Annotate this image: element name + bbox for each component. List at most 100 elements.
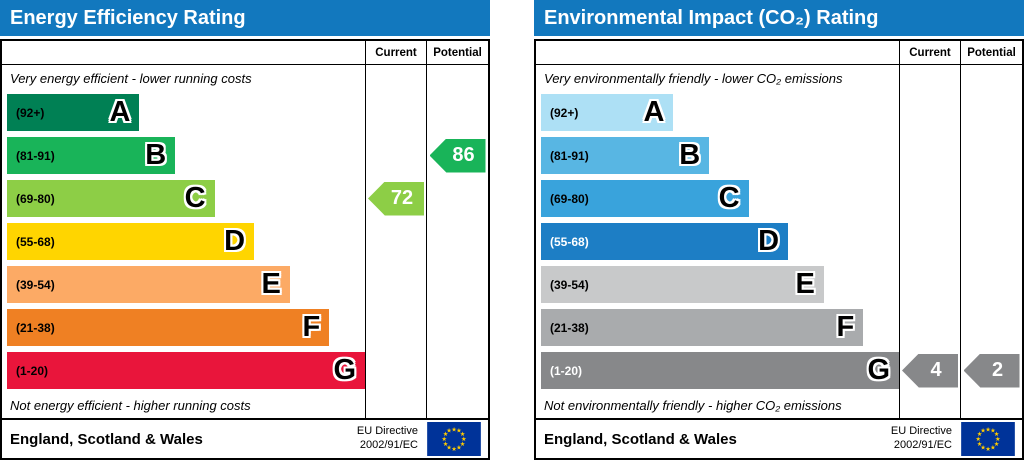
eu-directive-line1: EU Directive — [356, 425, 418, 438]
band-bar-b: (81-91) B — [7, 137, 176, 174]
band-row-a: (92+) A — [2, 91, 365, 134]
potential-column-cell — [426, 65, 488, 91]
svg-text:★: ★ — [985, 426, 991, 433]
band-row-e: (39-54) E — [2, 263, 365, 306]
potential-column-cell — [426, 306, 488, 349]
chart-title: Environmental Impact (CO₂) Rating — [534, 0, 1024, 36]
potential-column-cell — [960, 306, 1022, 349]
band-range-label: (55-68) — [550, 234, 589, 249]
current-column-cell: 4 — [899, 349, 960, 392]
potential-column-cell — [426, 91, 488, 134]
current-column-cell — [365, 392, 426, 418]
band-row-g: (1-20) G — [536, 349, 899, 392]
band-letter: A — [643, 96, 665, 128]
svg-text:★: ★ — [977, 431, 983, 438]
band-row-d: (55-68) D — [536, 220, 899, 263]
svg-text:★: ★ — [443, 431, 449, 438]
band-letter: G — [333, 354, 356, 386]
band-bar-f: (21-38) F — [7, 309, 330, 346]
eu-directive-line2: 2002/91/EC — [359, 439, 418, 451]
top-note: Very energy efficient - lower running co… — [10, 70, 252, 86]
svg-text:★: ★ — [980, 445, 986, 452]
band-bar-a: (92+) A — [7, 94, 140, 131]
svg-text:★: ★ — [980, 428, 986, 435]
svg-text:★: ★ — [994, 431, 1000, 438]
current-column-cell — [365, 91, 426, 134]
potential-column-cell — [426, 220, 488, 263]
potential-column-cell — [426, 349, 488, 392]
current-column-cell — [365, 349, 426, 392]
footer-region: England, Scotland & Wales — [544, 430, 737, 448]
band-bar-a: (92+) A — [541, 94, 674, 131]
band-range-label: (69-80) — [550, 191, 589, 206]
energy-efficiency-rating-chart: Energy Efficiency Rating Current Potenti… — [0, 0, 490, 460]
svg-text:★: ★ — [975, 436, 981, 443]
band-range-label: (1-20) — [16, 363, 49, 378]
current-column-cell — [899, 220, 960, 263]
chart-footer: England, Scotland & Wales EU Directive 2… — [536, 418, 1022, 458]
potential-rating-arrow: 2 — [963, 353, 1020, 388]
potential-column-cell — [960, 220, 1022, 263]
svg-text:★: ★ — [461, 436, 467, 443]
potential-column-cell — [960, 392, 1022, 418]
eu-directive-text: EU Directive 2002/91/EC — [357, 425, 418, 453]
band-bar-g: (1-20) G — [541, 352, 899, 389]
current-column-cell — [899, 134, 960, 177]
svg-text:★: ★ — [990, 445, 996, 452]
eu-directive-line2: 2002/91/EC — [893, 439, 952, 451]
svg-text:★: ★ — [995, 436, 1001, 443]
potential-column-cell — [960, 65, 1022, 91]
eu-flag-icon: ★ ★ ★★ ★★ ★★ ★★ ★★ — [961, 422, 1015, 456]
svg-text:★: ★ — [446, 445, 452, 452]
current-column-cell — [365, 306, 426, 349]
chart-title: Energy Efficiency Rating — [0, 0, 490, 36]
band-range-label: (81-91) — [16, 148, 55, 163]
svg-text:★: ★ — [451, 426, 457, 433]
band-row-b: (81-91) B — [2, 134, 365, 177]
current-rating-arrow: 4 — [902, 353, 958, 388]
band-letter: D — [758, 225, 780, 257]
svg-text:★: ★ — [456, 428, 462, 435]
band-letter: F — [302, 311, 321, 343]
potential-rating-arrow: 86 — [429, 138, 486, 173]
svg-text:★: ★ — [451, 446, 457, 453]
eu-flag-icon: ★ ★ ★★ ★★ ★★ ★★ ★★ — [427, 422, 481, 456]
current-rating-arrow: 72 — [368, 181, 424, 216]
potential-column-header: Potential — [426, 41, 488, 65]
band-letter: G — [867, 354, 890, 386]
band-letter: D — [224, 225, 246, 257]
current-column-cell — [899, 392, 960, 418]
column-header-spacer — [2, 41, 365, 65]
eu-directive-text: EU Directive 2002/91/EC — [891, 425, 952, 453]
environmental-impact-rating-chart: Environmental Impact (CO₂) Rating Curren… — [534, 0, 1024, 460]
svg-text:★: ★ — [460, 441, 466, 448]
current-column-cell — [365, 65, 426, 91]
band-bar-b: (81-91) B — [541, 137, 710, 174]
current-column-cell — [899, 263, 960, 306]
band-bar-d: (55-68) D — [7, 223, 255, 260]
band-range-label: (92+) — [16, 105, 45, 120]
band-letter: C — [184, 182, 206, 214]
band-range-label: (39-54) — [550, 277, 589, 292]
svg-text:★: ★ — [990, 428, 996, 435]
band-range-label: (21-38) — [550, 320, 589, 335]
band-range-label: (1-20) — [550, 363, 583, 378]
band-bar-d: (55-68) D — [541, 223, 789, 260]
column-header-spacer — [536, 41, 899, 65]
band-bar-c: (69-80) C — [541, 180, 749, 217]
potential-column-cell — [960, 91, 1022, 134]
potential-column-cell: 86 — [426, 134, 488, 177]
potential-column-cell — [426, 392, 488, 418]
band-row-c: (69-80) C — [2, 177, 365, 220]
band-range-label: (21-38) — [16, 320, 55, 335]
potential-column-cell — [426, 177, 488, 220]
svg-text:★: ★ — [994, 441, 1000, 448]
band-bar-g: (1-20) G — [7, 352, 365, 389]
band-range-label: (69-80) — [16, 191, 55, 206]
band-letter: E — [795, 268, 815, 300]
svg-text:★: ★ — [456, 445, 462, 452]
band-row-c: (69-80) C — [536, 177, 899, 220]
current-column-cell — [365, 134, 426, 177]
band-letter: C — [718, 182, 740, 214]
